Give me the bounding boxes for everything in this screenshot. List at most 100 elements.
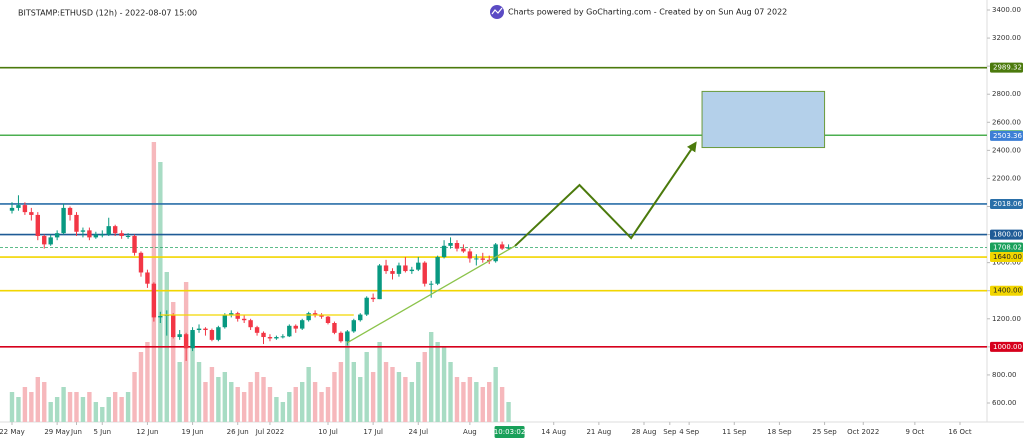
level-label: 2989.32 (993, 64, 1022, 72)
candle-body (312, 313, 318, 315)
x-tick-label: 19 Jun (182, 428, 204, 436)
x-tick-label: 22 May (0, 428, 25, 436)
candle-body (74, 214, 79, 232)
volume-bar (74, 392, 79, 422)
volume-bar (100, 407, 105, 422)
volume-bar (151, 142, 157, 422)
candle-body (499, 244, 505, 249)
level-label: 2018.06 (993, 200, 1022, 208)
volume-bar (487, 382, 492, 422)
volume-bar (325, 387, 331, 422)
level-badge (990, 242, 1023, 253)
y-tick-label: 1200.00 (992, 315, 1021, 323)
volume-bar (474, 382, 479, 422)
volume-bar (467, 377, 473, 422)
volume-bar (235, 387, 240, 422)
candle-body (280, 336, 286, 338)
candle-body (287, 325, 292, 337)
volume-bar (138, 352, 144, 422)
candle-body (235, 313, 240, 319)
volume-bar (403, 377, 408, 422)
candle-body (377, 265, 382, 300)
x-tick-label: 17 Jul (363, 428, 383, 436)
candle-body (29, 212, 34, 215)
candle-body (441, 245, 447, 258)
y-tick-label: 800.00 (992, 371, 1017, 379)
level-label: 1400.00 (993, 287, 1022, 295)
level-label: 1800.00 (993, 231, 1022, 239)
candle-body (54, 233, 60, 238)
candle-body (306, 313, 311, 321)
x-tick-label: 16 Oct (948, 428, 971, 436)
volume-bar (177, 362, 182, 422)
x-tick-label: 25 Sep (812, 428, 837, 436)
candle-body (216, 327, 221, 340)
candle-body (364, 297, 369, 315)
candle-body (183, 334, 189, 349)
x-tick-label: 18 Sep (767, 428, 792, 436)
volume-bar (370, 372, 376, 422)
candle-body (435, 257, 440, 284)
volume-bar (306, 367, 311, 422)
volume-bar (422, 352, 427, 422)
volume-bar (171, 302, 176, 422)
level-badge (990, 198, 1023, 209)
volume-bar (87, 392, 92, 422)
x-tick-label: 26 Jun (227, 428, 249, 436)
volume-bar (358, 377, 363, 422)
volume-bar (267, 387, 273, 422)
candle-body (106, 226, 111, 235)
volume-bar (125, 392, 131, 422)
volume-bar (54, 397, 60, 422)
x-tick-label: 29 May (44, 428, 70, 436)
volume-bar (132, 372, 137, 422)
volume-bar (145, 342, 150, 422)
candle-body (203, 328, 208, 331)
x-tick-label: Oct 2022 (847, 428, 879, 436)
level-label: 2503.36 (993, 132, 1022, 140)
candle-body (267, 337, 273, 339)
logo-mark (491, 7, 503, 15)
y-tick-label: 3200.00 (992, 34, 1021, 42)
candle-body (300, 320, 305, 329)
candle-body (474, 258, 479, 260)
projection-path (514, 141, 697, 247)
candle-body (16, 205, 21, 208)
candle-body (171, 314, 176, 338)
candle-body (190, 330, 195, 349)
volume-bar (428, 332, 434, 422)
y-tick-label: 2200.00 (992, 174, 1021, 182)
volume-bar (67, 392, 73, 422)
candle-body (112, 226, 118, 234)
volume-bar (216, 377, 221, 422)
volume-bar (48, 402, 53, 422)
volume-bar (112, 392, 118, 422)
candle-body (403, 265, 408, 272)
candle-body (125, 235, 131, 237)
volume-bar (209, 367, 215, 422)
candle-body (461, 248, 466, 252)
trend-line (347, 245, 516, 344)
candle-body (22, 205, 28, 213)
x-tick-label: 21 Aug (586, 428, 611, 436)
candle-body (261, 332, 266, 338)
x-tick-label: Jul 2022 (255, 428, 285, 436)
volume-bar (222, 372, 228, 422)
volume-bar (493, 367, 498, 422)
volume-bar (61, 387, 66, 422)
target-box (701, 90, 826, 149)
volume-bar (287, 392, 292, 422)
level-badge (990, 62, 1023, 73)
volume-bar (506, 402, 511, 422)
volume-bar (345, 332, 350, 422)
candle-body (80, 230, 86, 232)
y-tick-label: 2600.00 (992, 118, 1021, 126)
volume-bar (441, 347, 447, 422)
level-badge (990, 229, 1023, 240)
candle-body (132, 235, 137, 253)
candle-body (506, 247, 511, 249)
candle-body (345, 331, 350, 342)
volume-bar (35, 377, 40, 422)
candle-body (338, 332, 344, 342)
